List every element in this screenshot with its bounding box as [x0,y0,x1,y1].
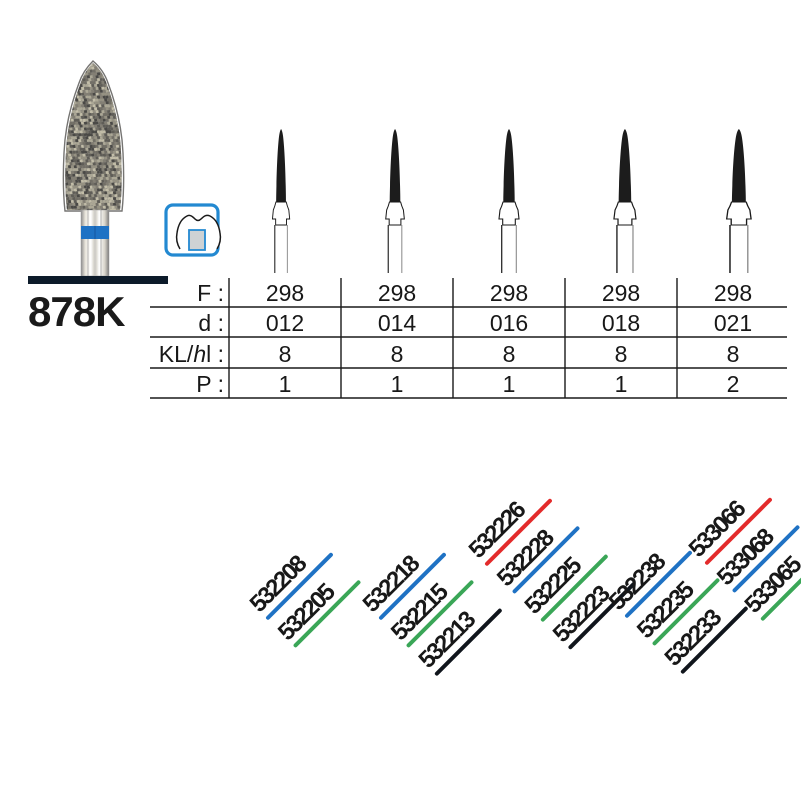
svg-text:298: 298 [490,280,528,306]
svg-text:1: 1 [279,371,292,397]
svg-text:012: 012 [266,310,304,336]
svg-text:8: 8 [391,341,404,367]
svg-text:8: 8 [503,341,516,367]
svg-text:F :: F : [197,280,224,306]
svg-text:8: 8 [727,341,740,367]
svg-text:298: 298 [266,280,304,306]
svg-text:016: 016 [490,310,528,336]
svg-text:298: 298 [714,280,752,306]
svg-text:d :: d : [198,310,224,336]
svg-text:298: 298 [378,280,416,306]
svg-text:KL/hl :: KL/hl : [159,341,224,367]
svg-text:P :: P : [196,371,224,397]
svg-text:298: 298 [602,280,640,306]
svg-text:1: 1 [615,371,628,397]
svg-text:1: 1 [503,371,516,397]
svg-text:8: 8 [279,341,292,367]
svg-text:8: 8 [615,341,628,367]
svg-text:021: 021 [714,310,752,336]
svg-text:014: 014 [378,310,417,336]
svg-text:018: 018 [602,310,640,336]
svg-text:2: 2 [727,371,740,397]
svg-text:1: 1 [391,371,404,397]
